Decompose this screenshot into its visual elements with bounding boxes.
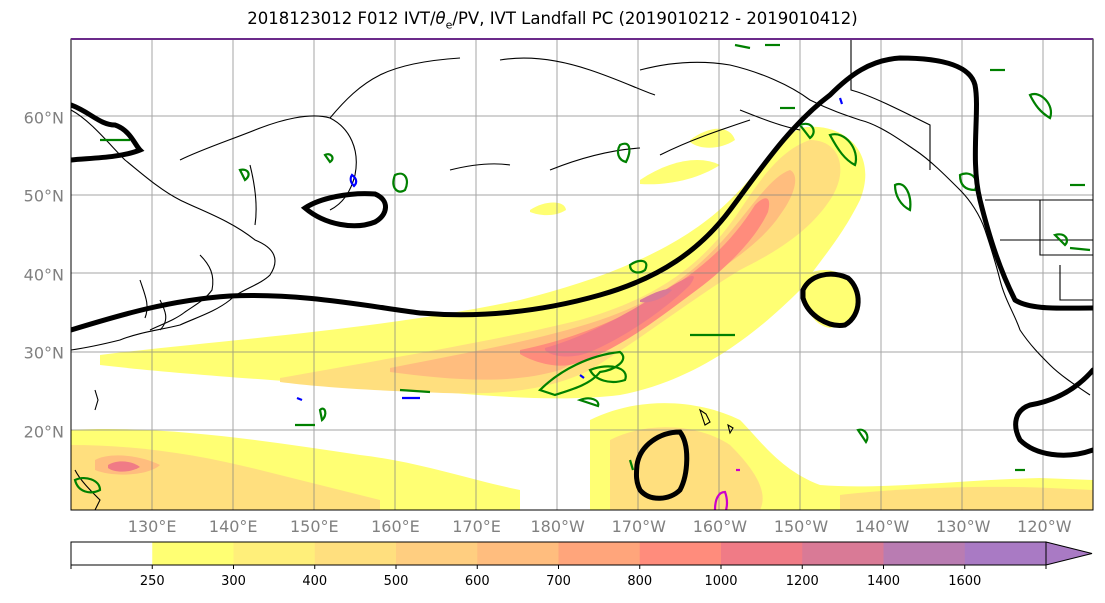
colorbar-label: 400 bbox=[302, 574, 328, 589]
coastlines bbox=[71, 39, 1093, 510]
lon-label: 170°E bbox=[452, 517, 501, 536]
lat-label: 40°N bbox=[23, 265, 64, 284]
colorbar-swatch bbox=[883, 542, 966, 565]
lat-label: 50°N bbox=[23, 186, 64, 206]
lon-label: 160°E bbox=[371, 517, 420, 536]
colorbar-label: 700 bbox=[546, 574, 571, 589]
ivt-shading bbox=[71, 126, 1093, 510]
colorbar-swatch bbox=[639, 542, 722, 565]
graticule bbox=[71, 39, 1093, 510]
lat-label: 20°N bbox=[23, 422, 64, 441]
figure-title: 2018123012 F012 IVT/θe/PV, IVT Landfall … bbox=[247, 9, 858, 32]
colorbar-label: 1600 bbox=[948, 574, 982, 589]
colorbar-swatch bbox=[802, 542, 884, 565]
colorbar-label: 500 bbox=[383, 574, 409, 589]
blue-contours bbox=[296, 97, 844, 402]
lon-label: 180°W bbox=[530, 517, 585, 536]
colorbar-swatch bbox=[396, 542, 478, 565]
colorbar-swatch bbox=[314, 542, 397, 565]
colorbar-label: 600 bbox=[464, 574, 490, 589]
lon-label: 170°W bbox=[611, 517, 666, 536]
magenta-contours bbox=[713, 468, 740, 510]
colorbar-swatch bbox=[558, 542, 641, 565]
colorbar-label: 1000 bbox=[704, 574, 738, 589]
lat-label: 30°N bbox=[23, 343, 64, 363]
lon-label: 150°W bbox=[773, 517, 829, 536]
lon-label: 140°W bbox=[854, 517, 910, 536]
lon-label: 120°W bbox=[1017, 517, 1072, 536]
pv-contours bbox=[73, 43, 1091, 494]
theta-e-contours bbox=[71, 55, 1093, 501]
colorbar-swatch bbox=[71, 542, 153, 565]
colorbar-swatch bbox=[721, 542, 803, 565]
lon-label: 130°E bbox=[127, 517, 177, 536]
lon-label: 150°E bbox=[290, 517, 339, 536]
lon-label: 160°W bbox=[692, 517, 748, 536]
colorbar-label: 1200 bbox=[785, 574, 819, 589]
colorbar-extend-arrow bbox=[1045, 541, 1093, 566]
colorbar-label: 1400 bbox=[866, 574, 901, 589]
colorbar-swatch bbox=[233, 542, 316, 565]
map-background bbox=[71, 39, 1093, 510]
colorbar-label: 300 bbox=[221, 574, 246, 589]
ivt-colorbar bbox=[70, 541, 1093, 569]
colorbar-swatch bbox=[152, 542, 234, 565]
colorbar-swatch bbox=[477, 542, 559, 565]
colorbar-label: 800 bbox=[627, 574, 653, 589]
lon-label: 140°E bbox=[208, 517, 258, 536]
colorbar-label: 250 bbox=[139, 574, 165, 589]
lon-label: 130°W bbox=[936, 517, 991, 536]
colorbar-swatch bbox=[964, 542, 1047, 565]
lat-label: 60°N bbox=[23, 108, 64, 127]
